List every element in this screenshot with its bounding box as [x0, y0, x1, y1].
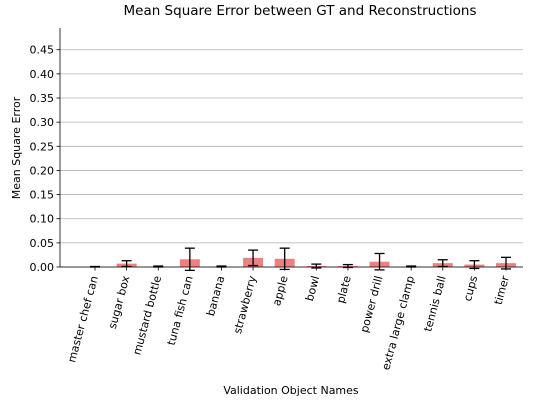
- x-tick-label: bowl: [303, 274, 322, 302]
- x-tick-label: tennis ball: [421, 274, 448, 333]
- y-tick-label: 0.05: [30, 237, 55, 250]
- y-axis-label: Mean Square Error: [10, 96, 23, 199]
- y-tick-label: 0.30: [30, 116, 55, 129]
- x-tick-label: banana: [204, 274, 227, 317]
- x-tick-label: apple: [270, 274, 291, 307]
- x-tick-label: cups: [461, 274, 480, 302]
- x-axis-label: Validation Object Names: [223, 384, 359, 397]
- y-tick-label: 0.15: [30, 189, 55, 202]
- y-tick-label: 0.25: [30, 140, 55, 153]
- error-bar: [437, 259, 448, 268]
- x-tick-label: tuna fish can: [165, 274, 196, 346]
- x-tick-label: power drill: [358, 274, 386, 334]
- x-tick-label: mustard bottle: [130, 274, 164, 356]
- y-tick-label: 0.35: [30, 92, 55, 105]
- chart-title: Mean Square Error between GT and Reconst…: [123, 3, 476, 19]
- x-tick-label: timer: [492, 274, 512, 306]
- y-tick-label: 0.00: [30, 261, 55, 274]
- y-tick-label: 0.45: [30, 44, 55, 57]
- error-bar: [121, 260, 132, 268]
- x-tick-label: master chef can: [65, 274, 101, 364]
- error-bar: [248, 249, 259, 267]
- y-tick-label: 0.10: [30, 213, 55, 226]
- x-tick-label: extra large clamp: [379, 274, 417, 371]
- y-tick-label: 0.40: [30, 68, 55, 81]
- x-tick-label: strawberry: [231, 274, 259, 335]
- x-tick-label: plate: [334, 274, 354, 304]
- y-tick-label: 0.20: [30, 164, 55, 177]
- x-tick-label: sugar box: [106, 274, 133, 330]
